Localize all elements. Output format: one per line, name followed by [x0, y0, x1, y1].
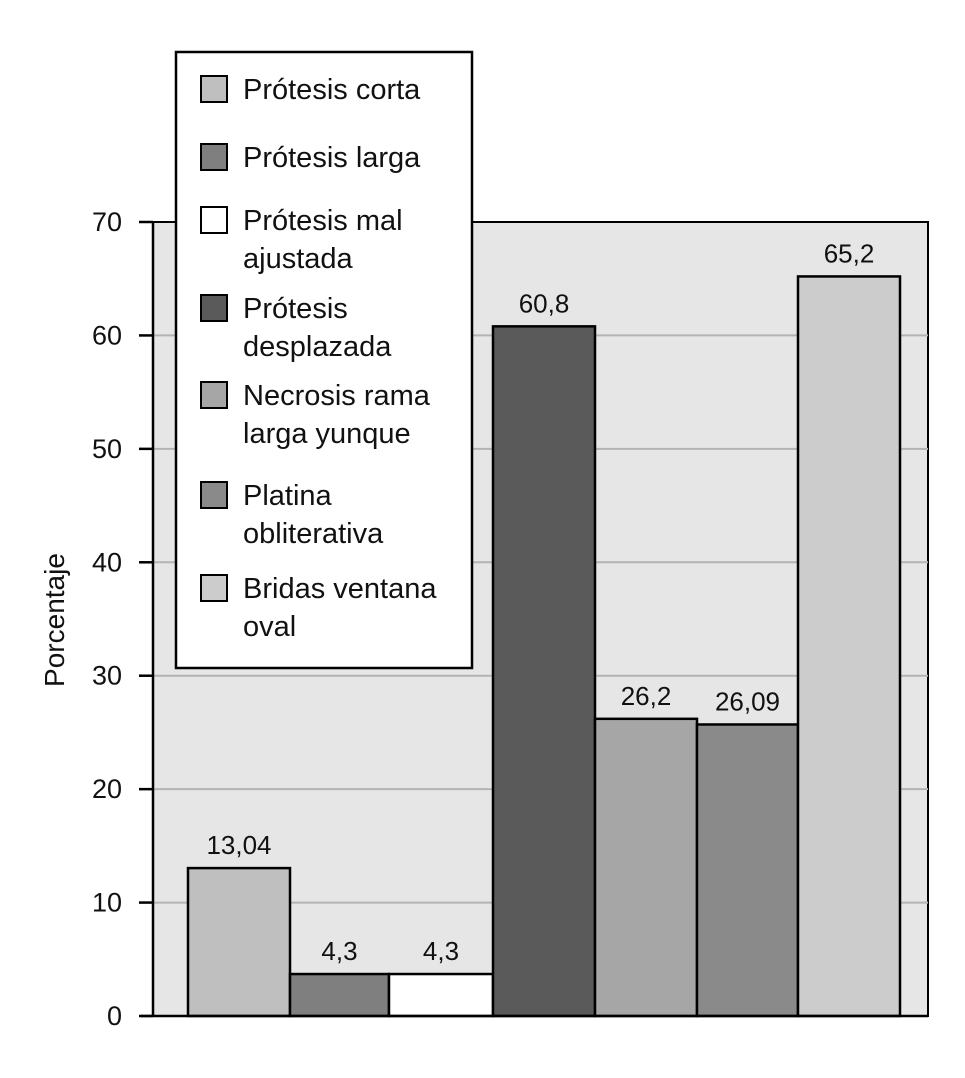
y-tick-label: 60 — [92, 320, 122, 350]
y-tick-label: 20 — [92, 774, 122, 804]
y-tick-label: 40 — [92, 547, 122, 577]
bars-group — [186, 275, 902, 1018]
legend-swatch — [200, 574, 228, 602]
legend-swatch — [200, 206, 228, 234]
bar — [186, 866, 292, 1018]
legend: Prótesis corta Prótesis larga Prótesis mal… — [174, 50, 474, 670]
legend-swatch — [200, 143, 228, 171]
bar-value-label: 26,09 — [715, 686, 780, 716]
bar — [796, 275, 902, 1018]
y-axis-title: Porcentaje — [39, 553, 70, 687]
legend-label: Prótesis corta — [243, 74, 421, 106]
legend-label: Prótesis desplazada — [243, 293, 392, 363]
bar-value-label: 4,3 — [321, 936, 357, 966]
data-labels-group: 13,04 4,3 4,3 60,8 26,2 26,09 65,2 — [206, 238, 874, 966]
y-tick-label: 10 — [92, 888, 122, 918]
bar — [288, 972, 391, 1018]
y-tick-label: 0 — [107, 1001, 122, 1031]
y-tick-label: 50 — [92, 434, 122, 464]
legend-swatch — [200, 294, 228, 322]
legend-label: Necrosis rama larga yunque — [243, 380, 431, 450]
legend-label: Prótesis mal ajustada — [243, 205, 403, 275]
legend-label: Platina obliterativa — [243, 480, 384, 550]
bar — [387, 972, 495, 1018]
y-tick-label: 30 — [92, 661, 122, 691]
bar-value-label: 13,04 — [206, 830, 271, 860]
bar-value-label: 4,3 — [423, 936, 459, 966]
y-tick-label: 70 — [92, 207, 122, 237]
legend-swatch — [200, 381, 228, 409]
bar — [491, 325, 597, 1018]
bar-value-label: 60,8 — [519, 288, 570, 318]
bar-value-label: 26,2 — [621, 681, 672, 711]
legend-label: Prótesis larga — [243, 142, 421, 174]
bar — [593, 717, 699, 1018]
legend-swatch — [200, 481, 228, 509]
y-axis: 0 10 20 30 40 50 60 70 — [92, 207, 928, 1031]
legend-swatch — [200, 75, 228, 103]
bar-value-label: 65,2 — [824, 238, 875, 268]
legend-label: Bridas ventana oval — [243, 573, 437, 643]
bar — [695, 723, 800, 1018]
